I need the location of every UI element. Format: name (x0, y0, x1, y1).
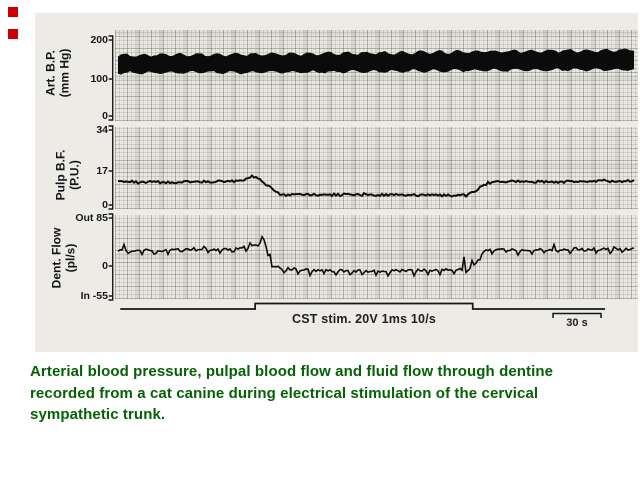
scalebar-label: 30 s (553, 317, 601, 329)
dent-axis-label: Dent. Flow (pl/s) (51, 228, 78, 289)
caption-line-3: sympathetic trunk. (30, 404, 615, 426)
dent_flow-tick-label: Out 85 (56, 212, 108, 224)
art_bp-tick-label: 100 (56, 73, 108, 85)
dent_flow-tick-label: In -55 (56, 290, 108, 302)
art_bp-tick-label: 200 (56, 34, 108, 46)
dent-axis-label-line1: Dent. Flow (51, 228, 65, 289)
caption-line-1: Arterial blood pressure, pulpal blood fl… (30, 361, 615, 383)
dent_flow-tick-label: 0 (56, 260, 108, 272)
bp-chart-paper (115, 30, 638, 121)
dent-chart-paper (115, 215, 638, 299)
art_bp-tick-label: 0 (56, 110, 108, 122)
caption: Arterial blood pressure, pulpal blood fl… (30, 361, 615, 426)
stim-label: CST stim. 20V 1ms 10/s (255, 312, 473, 326)
pulp_bf-tick-label: 17 (56, 165, 108, 177)
pulp-chart-paper (115, 127, 638, 209)
caption-line-2: recorded from a cat canine during electr… (30, 383, 615, 405)
dent-axis-label-line2: (pl/s) (64, 228, 78, 289)
red-square-bullet-1 (8, 7, 18, 17)
pulp_bf-tick-label: 0 (56, 199, 108, 211)
scanned-figure (35, 13, 638, 352)
slide: Art. B.P. (mm Hg) Pulp B.F. (P.U.) Dent.… (0, 0, 640, 480)
pulp_bf-tick-label: 34 (56, 124, 108, 136)
red-square-bullet-2 (8, 29, 18, 39)
